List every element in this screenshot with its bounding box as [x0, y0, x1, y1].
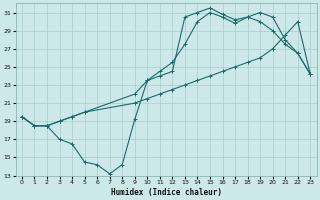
X-axis label: Humidex (Indice chaleur): Humidex (Indice chaleur) — [111, 188, 221, 197]
